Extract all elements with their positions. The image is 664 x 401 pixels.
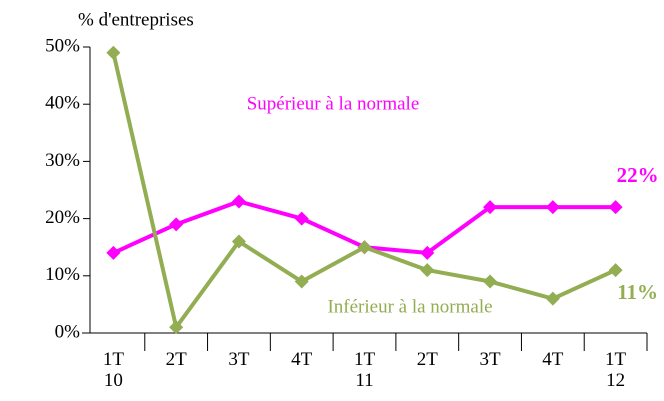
marker <box>545 200 560 215</box>
x-tick-label: 1T 11 <box>353 349 376 391</box>
series-label: Inférieur à la normale <box>327 296 492 317</box>
y-tick-label: 0% <box>55 321 81 342</box>
y-tick-label: 40% <box>45 93 80 114</box>
data-label: 22% <box>617 163 659 187</box>
x-tick-label: 4T <box>291 349 313 370</box>
marker <box>106 45 121 60</box>
marker <box>608 200 623 215</box>
x-tick-label: 1T 12 <box>605 349 627 391</box>
marker <box>420 263 435 278</box>
marker <box>231 234 246 249</box>
marker <box>608 263 623 278</box>
marker <box>294 211 309 226</box>
marker <box>357 240 372 255</box>
marker <box>169 320 184 335</box>
x-tick-label: 1T 10 <box>102 349 124 391</box>
y-tick-label: 50% <box>45 35 80 56</box>
marker <box>169 217 184 232</box>
series-label: Supérieur à la normale <box>247 93 420 114</box>
x-tick-label: 4T <box>542 349 564 370</box>
x-tick-label: 3T <box>479 349 501 370</box>
data-label: 11% <box>617 280 658 304</box>
y-tick-label: 10% <box>45 264 80 285</box>
marker <box>483 274 498 289</box>
y-tick-label: 20% <box>45 207 80 228</box>
marker <box>231 194 246 209</box>
marker <box>294 274 309 289</box>
marker <box>483 200 498 215</box>
x-tick-label: 3T <box>228 349 250 370</box>
y-axis-title: % d'entreprises <box>78 9 194 30</box>
x-tick-label: 2T <box>165 349 187 370</box>
marker <box>106 245 121 260</box>
x-tick-label: 2T <box>416 349 438 370</box>
marker <box>545 291 560 306</box>
marker <box>420 245 435 260</box>
y-tick-label: 30% <box>45 150 80 171</box>
